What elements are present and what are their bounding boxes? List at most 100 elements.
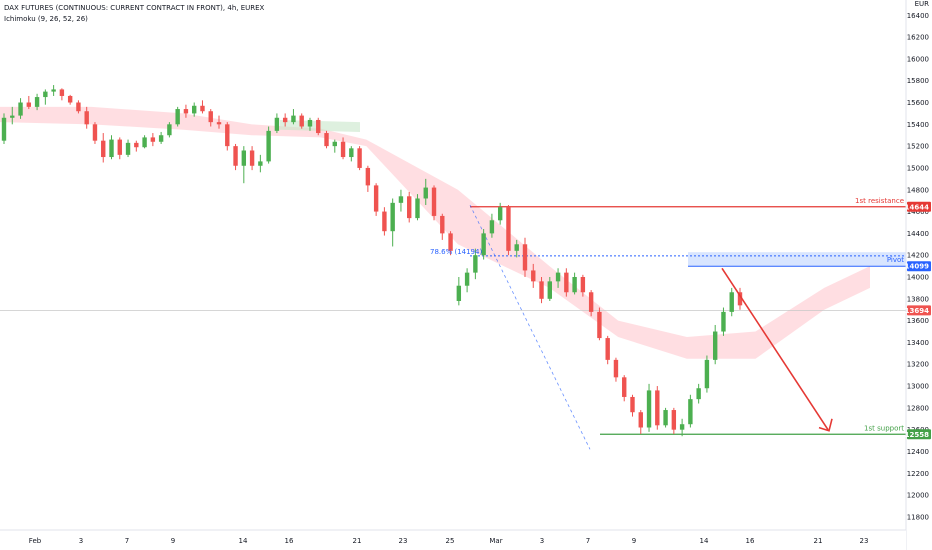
- y-tick-label: 13400: [907, 339, 929, 347]
- x-tick-label: Mar: [489, 537, 502, 545]
- candle-body: [415, 198, 420, 219]
- candle-body: [721, 311, 726, 332]
- x-tick-label: 16: [746, 537, 755, 545]
- candle-body: [489, 220, 495, 234]
- candle-body: [43, 91, 48, 98]
- candle-body: [241, 150, 247, 166]
- x-tick-label: 3: [540, 537, 544, 545]
- candle-body: [696, 388, 701, 400]
- candle-body: [92, 124, 98, 141]
- candle-body: [10, 115, 15, 118]
- candle-body: [613, 359, 619, 378]
- cloud-bear-region: [0, 106, 870, 359]
- candle-body: [655, 390, 660, 426]
- candle-body: [233, 146, 238, 166]
- y-tick-label: 13000: [907, 383, 929, 391]
- candle-body: [175, 109, 180, 125]
- candle-body: [158, 135, 164, 142]
- candle-body: [572, 276, 577, 293]
- candle-body: [109, 139, 114, 158]
- pivot-zone: [688, 252, 906, 267]
- y-tick-label: 16000: [907, 55, 929, 63]
- indicator-legend[interactable]: Ichimoku (9, 26, 52, 26): [4, 15, 88, 23]
- candle-body: [76, 102, 81, 112]
- candle-body: [357, 148, 362, 168]
- candle-body: [274, 117, 280, 131]
- candle-body: [712, 331, 718, 360]
- candle-body: [547, 281, 552, 299]
- resistance-price-tag-text: 14644: [905, 203, 929, 211]
- y-tick-label: 12000: [907, 492, 929, 500]
- y-tick-label: 14800: [907, 186, 929, 194]
- pivot-label: Pivot: [887, 256, 904, 264]
- candle-body: [473, 255, 478, 273]
- candle-body: [266, 130, 271, 162]
- x-tick-label: 7: [586, 537, 590, 545]
- candle-body: [183, 109, 189, 114]
- x-tick-label: 3: [79, 537, 83, 545]
- candle-body: [588, 292, 594, 312]
- candle-body: [332, 141, 337, 147]
- candle-body: [125, 142, 131, 155]
- candles: [1, 85, 743, 437]
- y-tick-label: 11800: [907, 513, 929, 521]
- candle-body: [1, 117, 7, 141]
- candle-body: [564, 272, 569, 293]
- candle-body: [481, 233, 486, 256]
- candle-body: [679, 424, 685, 430]
- candle-body: [34, 97, 40, 107]
- y-tick-label: 14200: [907, 252, 929, 260]
- candle-body: [737, 292, 743, 306]
- candle-body: [324, 133, 329, 147]
- candle-body: [622, 377, 627, 397]
- y-tick-label: 13600: [907, 317, 929, 325]
- projection-arrowhead: [818, 418, 833, 432]
- y-tick-label: 12800: [907, 404, 929, 412]
- y-tick-label: 15200: [907, 143, 929, 151]
- x-tick-label: 9: [171, 537, 175, 545]
- candle-body: [249, 150, 255, 166]
- projection-arrow: [721, 267, 829, 431]
- candle-body: [605, 338, 610, 360]
- candle-body: [192, 105, 197, 114]
- support-label: 1st support: [864, 424, 904, 432]
- candle-body: [431, 187, 437, 216]
- candle-body: [729, 292, 734, 312]
- y-tick-label: 16400: [907, 12, 929, 20]
- y-tick-label: 14000: [907, 273, 929, 281]
- candle-body: [200, 105, 205, 112]
- candle-body: [630, 396, 635, 413]
- candle-body: [150, 137, 156, 142]
- candle-body: [51, 89, 56, 92]
- price-axis-bg: [906, 0, 932, 550]
- candle-body: [539, 281, 544, 299]
- candle-body: [225, 124, 230, 147]
- y-tick-label: 14400: [907, 230, 929, 238]
- x-tick-label: 16: [285, 537, 294, 545]
- candle-body: [59, 89, 65, 96]
- level-lines: [0, 204, 906, 450]
- candle-body: [67, 95, 73, 103]
- y-tick-label: 15600: [907, 99, 929, 107]
- candle-body: [663, 410, 668, 426]
- candle-body: [704, 359, 710, 389]
- candle-body: [506, 207, 511, 251]
- candle-body: [216, 122, 222, 125]
- candle-body: [258, 161, 263, 166]
- x-tick-label: 7: [125, 537, 129, 545]
- candle-body: [291, 115, 296, 123]
- candle-body: [307, 119, 313, 127]
- candle-body: [407, 196, 412, 219]
- time-axis-bg: [0, 530, 906, 550]
- y-tick-label: 12200: [907, 470, 929, 478]
- price-axis: EUR1180012000122001240012600128001300013…: [905, 0, 932, 550]
- candle-body: [134, 142, 139, 148]
- y-tick-label: 15800: [907, 77, 929, 85]
- candle-body: [365, 167, 371, 186]
- fib-label: 78.6% (14194): [430, 248, 482, 256]
- x-tick-label: 14: [239, 537, 248, 545]
- candle-body: [208, 111, 213, 123]
- x-tick-label: 21: [353, 537, 362, 545]
- x-tick-label: 9: [632, 537, 636, 545]
